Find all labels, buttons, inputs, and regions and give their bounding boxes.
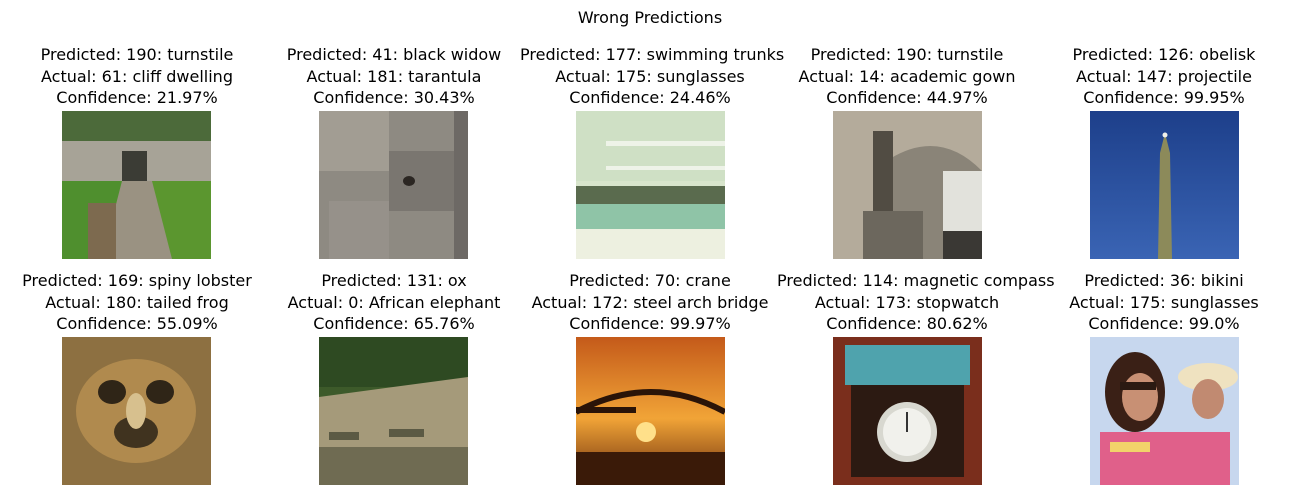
confidence-label: Confidence: 65.76% [313,314,475,333]
confidence-label: Confidence: 99.95% [1083,88,1245,107]
actual-label: Actual: 172: steel arch bridge [531,292,769,312]
panel-9-caption: Predicted: 114: magnetic compass Actual:… [777,270,1055,335]
actual-label: Actual: 181: tarantula [306,66,482,86]
panel-3-image [576,111,725,259]
panel-10-image [1090,337,1239,485]
confidence-label: Confidence: 99.0% [1088,314,1240,333]
panel-7-caption: Predicted: 131: ox Actual: 0: African el… [264,270,524,335]
actual-label: Actual: 0: African elephant [287,292,501,312]
panel-1-image [62,111,211,259]
panel-10-caption: Predicted: 36: bikini Actual: 175: sungl… [1034,270,1294,335]
panel-8-caption: Predicted: 70: crane Actual: 172: steel … [520,270,780,335]
panel-2-image [319,111,468,259]
panel-5-caption: Predicted: 126: obelisk Actual: 147: pro… [1034,44,1294,109]
panel-9-image [833,337,982,485]
panel-5-image [1090,111,1239,259]
panel-1-caption: Predicted: 190: turnstile Actual: 61: cl… [7,44,267,109]
predicted-label: Predicted: 190: turnstile [40,45,234,64]
confidence-label: Confidence: 55.09% [56,314,218,333]
predicted-label: Predicted: 190: turnstile [810,45,1004,64]
confidence-label: Confidence: 21.97% [56,88,218,107]
confidence-label: Confidence: 30.43% [313,88,475,107]
figure-title: Wrong Predictions [577,8,723,27]
predicted-label: Predicted: 177: swimming trunks [520,45,785,64]
actual-label: Actual: 61: cliff dwelling [41,66,233,86]
predicted-label: Predicted: 70: crane [569,271,731,290]
predicted-label: Predicted: 169: spiny lobster [22,271,252,290]
actual-label: Actual: 173: stopwatch [814,292,1000,312]
predicted-label: Predicted: 36: bikini [1084,271,1244,290]
predicted-label: Predicted: 131: ox [321,271,467,290]
actual-label: Actual: 147: projectile [1076,66,1252,86]
panel-7-image [319,337,468,485]
actual-label: Actual: 175: sunglasses [555,66,745,86]
panel-4-caption: Predicted: 190: turnstile Actual: 14: ac… [777,44,1037,109]
panel-4-image [833,111,982,259]
confidence-label: Confidence: 99.97% [569,314,731,333]
confidence-label: Confidence: 80.62% [826,314,988,333]
confidence-label: Confidence: 24.46% [569,88,731,107]
confidence-label: Confidence: 44.97% [826,88,988,107]
actual-label: Actual: 180: tailed frog [45,292,229,312]
predicted-label: Predicted: 41: black widow [286,45,502,64]
panel-6-image [62,337,211,485]
actual-label: Actual: 175: sunglasses [1069,292,1259,312]
predicted-label: Predicted: 126: obelisk [1072,45,1256,64]
panel-6-caption: Predicted: 169: spiny lobster Actual: 18… [7,270,267,335]
panel-2-caption: Predicted: 41: black widow Actual: 181: … [264,44,524,109]
actual-label: Actual: 14: academic gown [798,66,1016,86]
panel-8-image [576,337,725,485]
predicted-label: Predicted: 114: magnetic compass [777,271,1055,290]
panel-3-caption: Predicted: 177: swimming trunks Actual: … [520,44,785,109]
